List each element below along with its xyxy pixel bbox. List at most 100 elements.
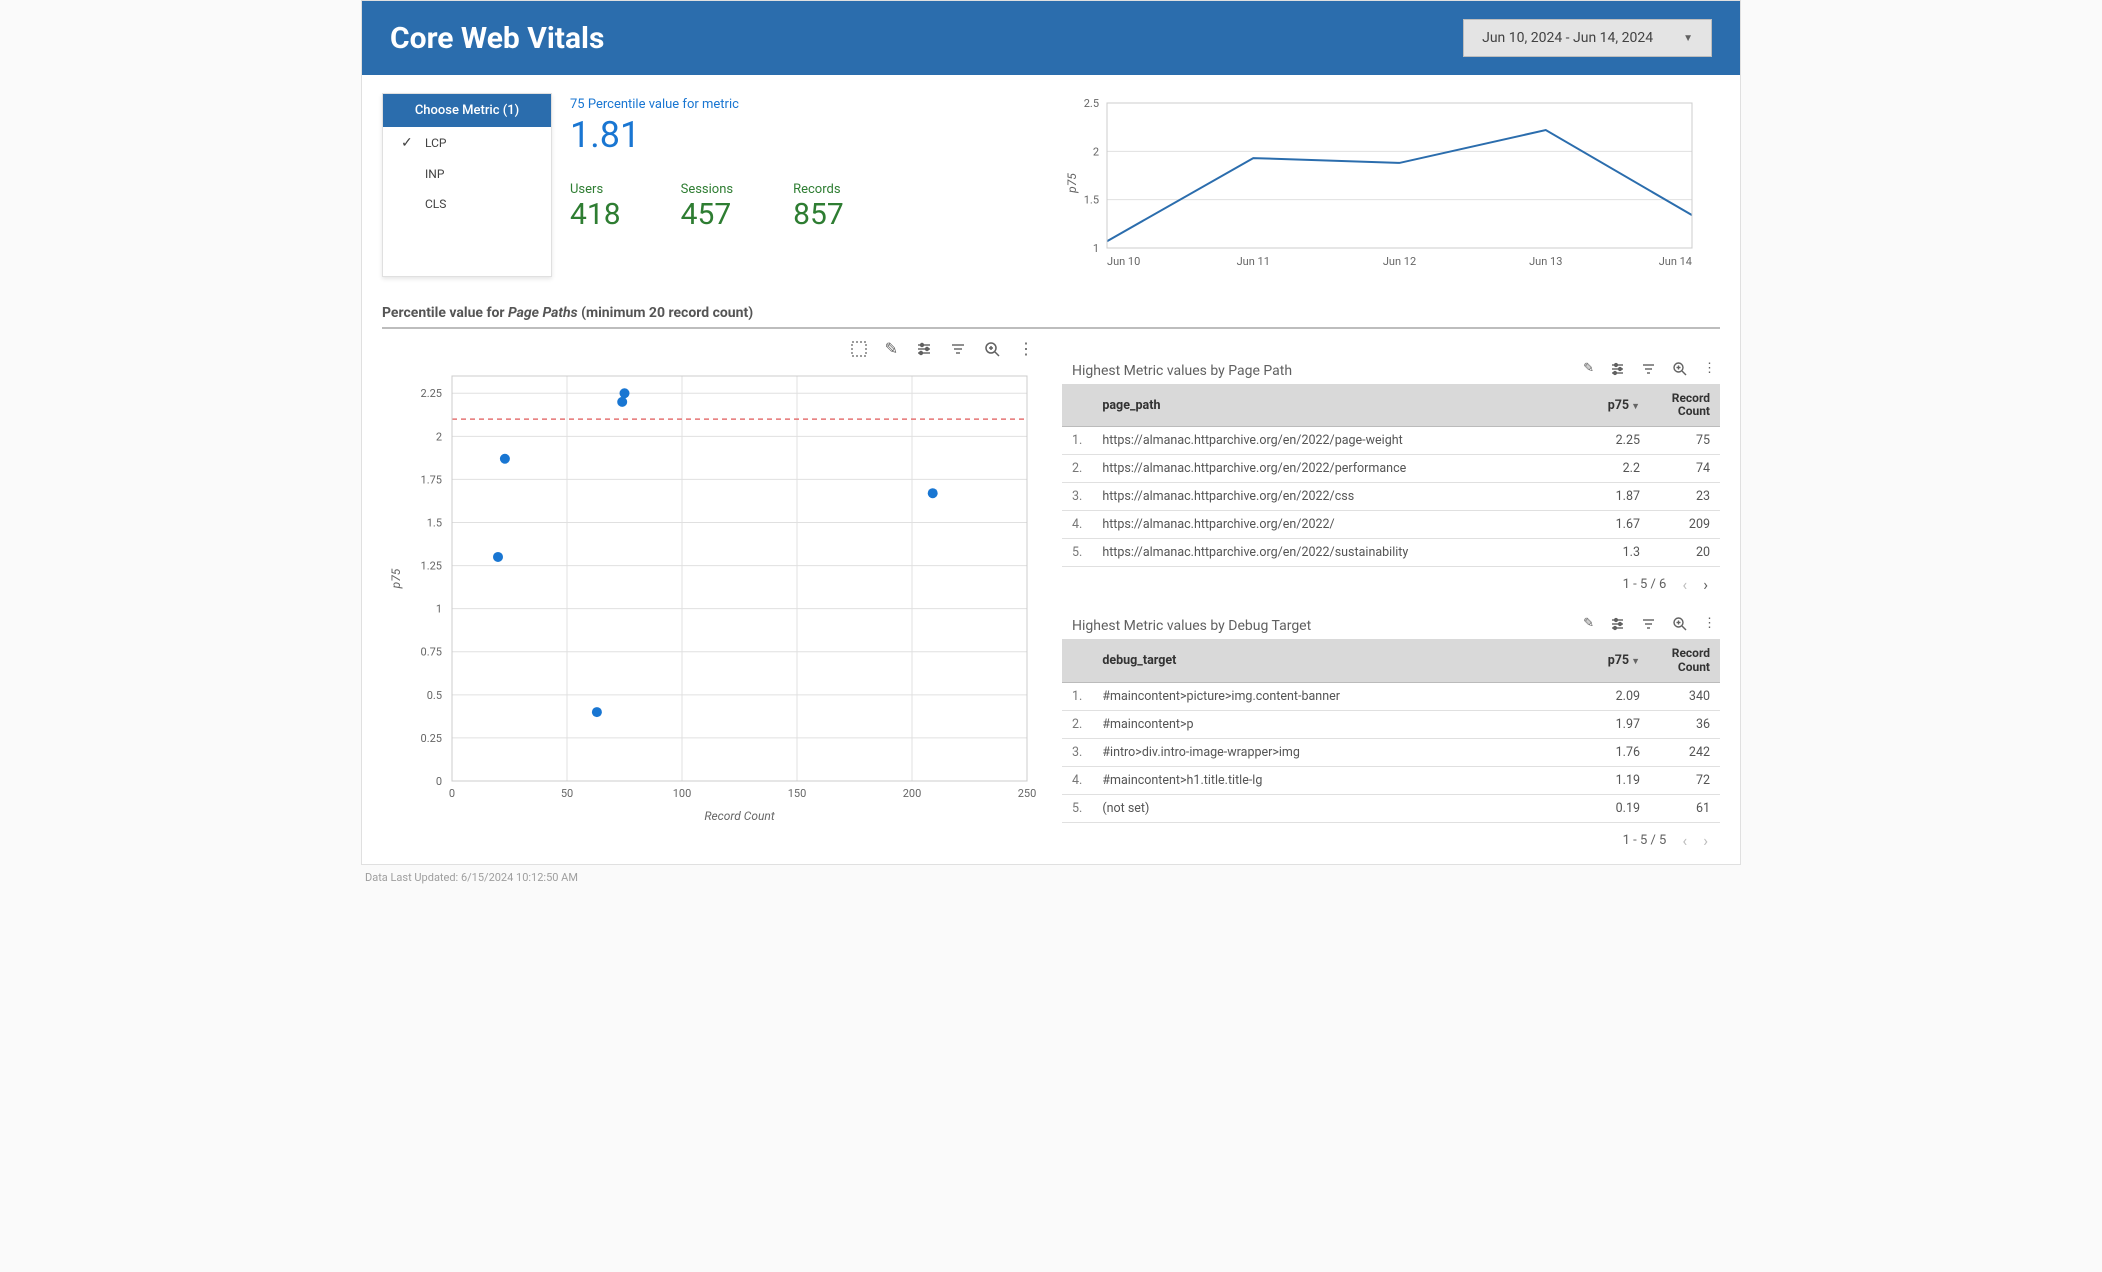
page-path-pagination: 1 - 5 / 6 ‹ › [1062,567,1720,598]
page-path-table: page_path p75▼ RecordCount 1.https://alm… [1062,384,1720,567]
svg-text:0.25: 0.25 [421,732,442,745]
svg-text:1: 1 [436,603,442,616]
table-row[interactable]: 1.#maincontent>picture>img.content-banne… [1062,682,1720,710]
header: Core Web Vitals Jun 10, 2024 - Jun 14, 2… [362,1,1740,75]
col-page-path[interactable]: page_path [1092,384,1580,427]
select-region-icon[interactable] [851,339,867,358]
check-icon: ✓ [401,135,415,151]
svg-text:250: 250 [1018,787,1037,800]
zoom-icon[interactable] [1672,361,1687,380]
zoom-icon[interactable] [984,339,1000,358]
stat-sessions: Sessions457 [681,182,734,232]
stat-users: Users418 [570,182,621,232]
date-range-label: Jun 10, 2024 - Jun 14, 2024 [1482,30,1653,46]
scatter-section-title: Percentile value for Page Paths (minimum… [382,305,1720,321]
page-path-table-section: Highest Metric values by Page Path ✎ [1062,361,1720,598]
prev-page-icon[interactable]: ‹ [1682,831,1687,850]
filter-icon[interactable] [1641,616,1656,635]
filter-icon[interactable] [1641,361,1656,380]
svg-text:p75: p75 [389,568,403,589]
debug-target-table-title: Highest Metric values by Debug Target [1062,618,1583,634]
svg-text:p75: p75 [1065,173,1079,194]
table-row[interactable]: 4.#maincontent>h1.title.title-lg1.1972 [1062,766,1720,794]
stat-value: 857 [793,197,844,232]
edit-icon[interactable]: ✎ [885,339,898,358]
stat-label: Users [570,182,621,197]
metric-option-label: INP [425,167,444,181]
pagination-label: 1 - 5 / 5 [1623,833,1667,848]
date-range-picker[interactable]: Jun 10, 2024 - Jun 14, 2024 ▼ [1463,19,1712,57]
table-row[interactable]: 3.https://almanac.httparchive.org/en/202… [1062,483,1720,511]
svg-text:2: 2 [436,430,442,443]
debug-target-table: debug_target p75▼ RecordCount 1.#maincon… [1062,639,1720,822]
more-icon[interactable]: ⋮ [1703,361,1716,380]
metric-option-label: LCP [425,136,446,150]
col-debug-target[interactable]: debug_target [1092,639,1580,682]
svg-text:0.5: 0.5 [427,689,442,702]
chevron-down-icon: ▼ [1683,33,1693,44]
pagination-label: 1 - 5 / 6 [1623,577,1667,592]
scatter-chart: 05010015020025000.250.50.7511.251.51.752… [382,366,1042,826]
debug-target-pagination: 1 - 5 / 5 ‹ › [1062,823,1720,854]
data-updated-footer: Data Last Updated: 6/15/2024 10:12:50 AM [361,865,1741,884]
scatter-toolbar: ✎ [382,335,1042,366]
tune-icon[interactable] [1610,361,1625,380]
svg-text:100: 100 [673,787,692,800]
table-row[interactable]: 3.#intro>div.intro-image-wrapper>img1.76… [1062,738,1720,766]
metric-selector-title: Choose Metric (1) [383,94,551,127]
svg-text:0.75: 0.75 [421,646,442,659]
stat-label: Records [793,182,844,197]
debug-target-table-section: Highest Metric values by Debug Target ✎ [1062,616,1720,853]
filter-icon[interactable] [950,339,966,358]
metric-selector: Choose Metric (1) ✓ LCP INP CLS [382,93,552,277]
stat-records: Records857 [793,182,844,232]
summary-numbers: 75 Percentile value for metric 1.81 User… [570,93,1042,277]
table-row[interactable]: 2.#maincontent>p1.9736 [1062,710,1720,738]
edit-icon[interactable]: ✎ [1583,616,1594,635]
svg-text:1: 1 [1093,242,1099,255]
col-record-count[interactable]: RecordCount [1650,384,1720,427]
line-chart: 11.522.5Jun 10Jun 11Jun 12Jun 13Jun 14p7… [1062,93,1720,277]
svg-text:Jun 14: Jun 14 [1659,255,1692,268]
zoom-icon[interactable] [1672,616,1687,635]
divider [382,327,1720,329]
next-page-icon[interactable]: › [1703,831,1708,850]
stat-value: 418 [570,197,621,232]
page-title: Core Web Vitals [390,21,604,56]
edit-icon[interactable]: ✎ [1583,361,1594,380]
metric-option-label: CLS [425,197,446,211]
more-icon[interactable]: ⋮ [1018,339,1034,358]
svg-text:1.5: 1.5 [1084,194,1099,207]
p75-value: 1.81 [570,114,1042,156]
tune-icon[interactable] [916,339,932,358]
svg-text:Jun 13: Jun 13 [1529,255,1562,268]
page-path-table-title: Highest Metric values by Page Path [1062,363,1583,379]
svg-text:2: 2 [1093,145,1099,158]
metric-option-lcp[interactable]: ✓ LCP [383,127,551,159]
svg-text:200: 200 [903,787,922,800]
prev-page-icon[interactable]: ‹ [1682,575,1687,594]
p75-label: 75 Percentile value for metric [570,97,1042,112]
svg-text:0: 0 [436,775,442,788]
svg-text:1.25: 1.25 [421,560,442,573]
col-record-count[interactable]: RecordCount [1650,639,1720,682]
svg-text:2.25: 2.25 [421,387,442,400]
svg-text:Record Count: Record Count [704,809,774,823]
table-row[interactable]: 4.https://almanac.httparchive.org/en/202… [1062,511,1720,539]
svg-text:2.5: 2.5 [1084,97,1099,110]
col-p75[interactable]: p75▼ [1580,384,1650,427]
metric-option-inp[interactable]: INP [383,159,551,189]
next-page-icon[interactable]: › [1703,575,1708,594]
tune-icon[interactable] [1610,616,1625,635]
metric-option-cls[interactable]: CLS [383,189,551,219]
svg-text:Jun 11: Jun 11 [1237,255,1270,268]
table-row[interactable]: 2.https://almanac.httparchive.org/en/202… [1062,455,1720,483]
table-row[interactable]: 5.(not set)0.1961 [1062,794,1720,822]
table-row[interactable]: 5.https://almanac.httparchive.org/en/202… [1062,539,1720,567]
svg-text:Jun 12: Jun 12 [1383,255,1416,268]
col-p75[interactable]: p75▼ [1580,639,1650,682]
table-row[interactable]: 1.https://almanac.httparchive.org/en/202… [1062,427,1720,455]
svg-text:1.75: 1.75 [421,473,442,486]
more-icon[interactable]: ⋮ [1703,616,1716,635]
svg-text:50: 50 [561,787,573,800]
